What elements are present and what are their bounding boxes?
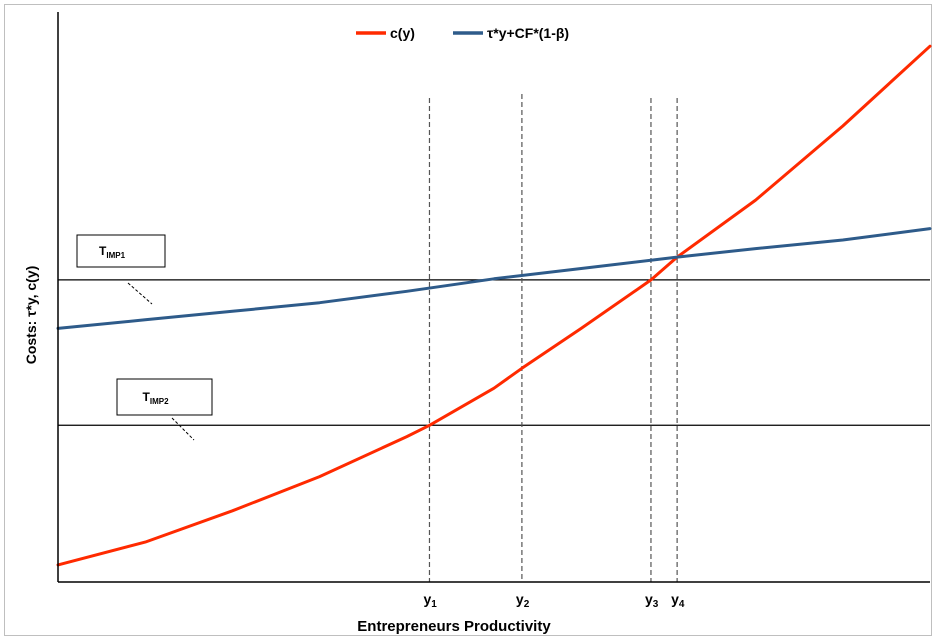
series-line-2 — [56, 227, 932, 330]
reference-callout-label-1-main: T — [99, 244, 107, 258]
x-marker-label-3-sub: 3 — [653, 599, 659, 610]
x-marker-label-1: y1 — [423, 591, 437, 610]
reference-callout-box-2 — [116, 378, 213, 416]
reference-callout-leader-1 — [127, 282, 153, 305]
x-marker-label-3-main: y — [645, 591, 653, 607]
reference-callout-box-1 — [76, 234, 166, 268]
x-marker-label-2-sub: 2 — [524, 599, 530, 610]
x-marker-label-4-main: y — [671, 591, 679, 607]
x-axis-label: Entrepreneurs Productivity — [357, 618, 551, 635]
x-marker-label-3: y3 — [645, 591, 659, 610]
series-line-1 — [56, 44, 932, 567]
y-axis-label: Costs: τ*y, c(y) — [23, 266, 39, 365]
chart-frame — [4, 4, 932, 636]
legend-label-2: τ*y+CF*(1-β) — [487, 25, 569, 41]
x-marker-label-2-main: y — [516, 591, 524, 607]
x-marker-label-4: y4 — [671, 591, 685, 610]
x-marker-label-1-main: y — [423, 591, 431, 607]
reference-callout-leader-2 — [171, 417, 195, 441]
reference-callout-label-2-sub: IMP2 — [150, 397, 169, 406]
reference-callout-label-1: TIMP1 — [99, 244, 126, 260]
legend-label-1: c(y) — [390, 25, 415, 41]
reference-callout-label-2-main: T — [143, 390, 151, 404]
x-marker-label-1-sub: 1 — [431, 599, 437, 610]
x-marker-label-2: y2 — [516, 591, 530, 610]
x-marker-label-4-sub: 4 — [679, 599, 685, 610]
reference-callout-label-1-sub: IMP1 — [106, 251, 125, 260]
reference-callout-label-2: TIMP2 — [143, 390, 170, 406]
